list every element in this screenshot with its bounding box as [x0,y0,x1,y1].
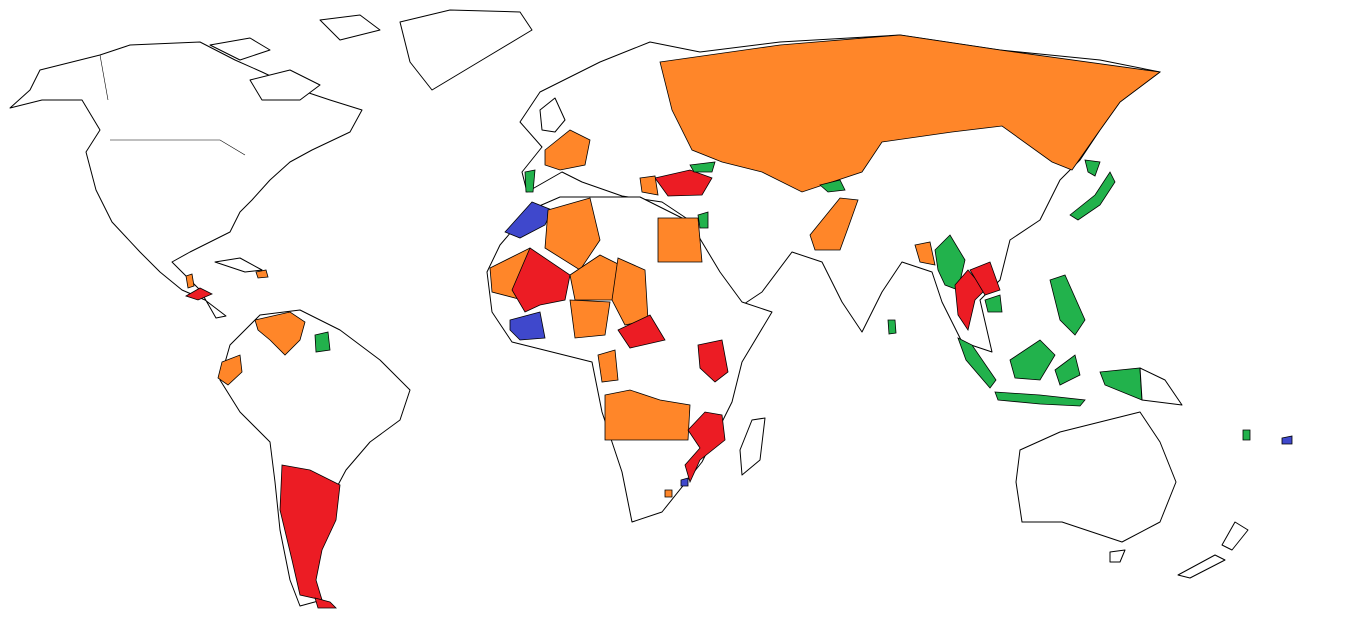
nigeria [569,299,611,339]
mali [511,247,571,313]
pakistan [809,197,859,251]
philippines [1049,274,1086,336]
sri-lanka [887,319,897,335]
egypt [657,217,703,263]
country [255,269,269,279]
country [185,287,213,301]
country [697,211,709,229]
tasmania [1109,549,1126,563]
japan [1084,159,1101,177]
country [969,261,1001,296]
island [1242,429,1251,441]
thailand [954,269,986,331]
country [524,169,536,193]
country [664,489,673,498]
country [509,311,546,341]
new-zealand [1221,521,1249,551]
argentina [279,464,341,601]
russia [659,34,1162,193]
kenya [697,339,729,383]
turkey [654,169,713,197]
country [217,354,243,386]
japan [1069,171,1116,221]
vietnam [984,294,1003,313]
border [99,54,109,101]
country [314,331,331,353]
papua [1099,367,1143,401]
cuba [214,257,263,273]
country [914,241,936,266]
country [254,311,306,356]
australia [1015,411,1177,543]
island [1281,435,1293,445]
greenland [399,9,533,91]
car [617,314,666,349]
madagascar [739,417,766,476]
country [185,273,195,289]
arctic-island [209,37,271,61]
country [639,175,659,196]
france-spain [544,129,591,171]
png [1139,367,1183,406]
country [819,179,846,193]
britain [539,97,566,133]
arctic-island [249,69,321,101]
drc [604,389,691,441]
arctic-island [319,14,381,41]
country [689,161,716,173]
new-zealand [1177,554,1226,579]
country [314,597,337,609]
malaysia [957,337,997,389]
indonesia [1054,354,1081,386]
border [110,139,246,156]
country [680,477,689,487]
country [597,349,619,383]
indonesia [1009,339,1056,381]
indonesia [994,391,1086,407]
algeria [544,197,601,271]
mozambique [684,411,726,484]
